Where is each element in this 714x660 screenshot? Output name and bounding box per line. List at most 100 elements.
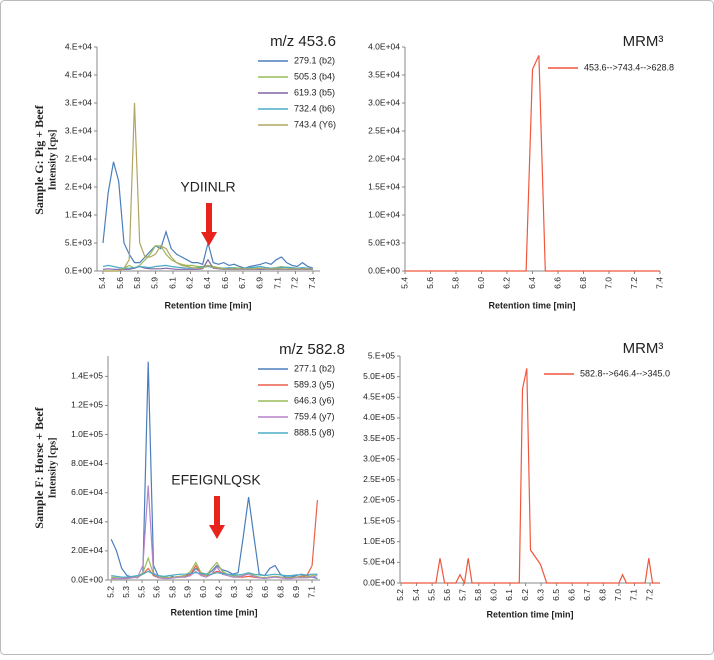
x-tick-label: 6.8 [598,589,608,601]
x-tick-label: 6.8 [275,586,285,598]
arrow-shaft [206,203,212,233]
x-tick-label: 6.3 [535,589,545,601]
chart-title: MRM³ [623,33,664,50]
x-tick-label: 7.1 [272,277,282,289]
arrow-head [209,525,225,539]
series-line [405,55,660,272]
x-tick-label: 5.5 [426,589,436,601]
series-line [401,368,660,585]
x-tick-label: 5.8 [132,277,142,289]
x-tick-label: 6.4 [527,277,537,289]
legend-label: 277.1 (b2) [294,363,335,373]
x-tick-label: 5.5 [136,586,146,598]
y-tick-label: 8.0E+04 [71,458,103,468]
x-axis-label: Retention time [min] [165,300,252,310]
y-tick-label: 5.E+03 [65,237,92,247]
x-tick-label: 6.0 [489,589,499,601]
y-tick-label: 4.5E+05 [363,392,395,402]
series-line [103,102,313,272]
x-tick-label: 6.4 [202,277,212,289]
x-tick-label: 6.6 [220,277,230,289]
x-tick-label: 5.8 [450,277,460,289]
x-tick-label: 6.9 [291,586,301,598]
y-tick-label: 0.E+00 [65,265,92,275]
series-line [111,570,318,578]
x-tick-label: 7.2 [629,277,639,289]
y-tick-label: 5.E+05 [368,350,395,360]
x-axis-label: Retention time [min] [171,607,258,617]
chart-title: MRM³ [623,340,664,357]
arrow-head [201,232,217,246]
y-tick-label: 1.5E+05 [363,515,395,525]
chart-title: m/z 453.6 [270,33,336,50]
y-tick-label: 2.0E+04 [368,153,400,163]
series-line [102,264,314,270]
x-tick-label: 6.2 [520,589,530,601]
x-tick-label: 6.7 [237,277,247,289]
legend-label: 279.1 (b2) [294,55,335,65]
x-tick-label: 5.8 [167,586,177,598]
y-tick-label: 4.0E+04 [71,516,103,526]
y-tick-label: 0.0E+00 [363,577,395,587]
x-tick-label: 5.9 [150,277,160,289]
y-tick-label: 3.0E+05 [363,453,395,463]
legend-label: 888.5 (y8) [294,427,335,437]
y-tick-label: 2.0E+05 [363,495,395,505]
y-tick-label: 1.2E+05 [71,400,103,410]
y-tick-label: 1.4E+05 [71,371,103,381]
y-axis-label: Sample F: Horse + Beef [32,406,46,528]
x-tick-label: 7.4 [307,277,317,289]
x-tick-label: 6.7 [582,589,592,601]
legend-label: 619.3 (b5) [294,87,335,97]
x-tick-label: 5.4 [411,589,421,601]
y-tick-label: 3.E+04 [65,97,92,107]
x-tick-label: 6.2 [501,277,511,289]
x-tick-label: 5.6 [442,589,452,601]
legend-label: 646.3 (y6) [294,395,335,405]
y-tick-label: 4.E+04 [65,69,92,79]
x-tick-label: 5.8 [473,589,483,601]
x-tick-label: 5.2 [105,586,115,598]
y-tick-label: 6.0E+04 [71,487,103,497]
x-tick-label: 5.3 [121,586,131,598]
x-tick-label: 6.6 [552,277,562,289]
y-tick-label: 3.5E+04 [368,69,400,79]
y-tick-label: 2.E+04 [65,181,92,191]
x-tick-label: 5.6 [425,277,435,289]
x-tick-label: 5.7 [458,589,468,601]
x-tick-label: 7.2 [290,277,300,289]
x-tick-label: 6.5 [244,586,254,598]
y-tick-label: 3.5E+05 [363,433,395,443]
x-axis-label: Retention time [min] [489,300,576,310]
y-tick-label: 4.0E+05 [363,412,395,422]
y-axis-sublabel: Intensity [cps] [47,130,58,191]
x-tick-label: 7.1 [306,586,316,598]
x-tick-label: 5.4 [399,277,409,289]
series-line [111,485,318,580]
x-tick-label: 6.5 [551,589,561,601]
x-tick-label: 6.3 [229,586,239,598]
y-tick-label: 5.0E+04 [363,557,395,567]
x-tick-label: 5.6 [115,277,125,289]
y-tick-label: 2.5E+05 [363,474,395,484]
x-tick-label: 6.6 [566,589,576,601]
y-tick-label: 2.0E+04 [71,545,103,555]
x-tick-label: 7.2 [644,589,654,601]
legend-label: 743.4 (Y6) [294,119,336,129]
y-tick-label: 3.0E+04 [368,97,400,107]
y-tick-label: 1.0E+05 [363,536,395,546]
x-tick-label: 6.1 [167,277,177,289]
y-axis-sublabel: Intensity [cps] [47,438,58,499]
y-tick-label: 1.5E+04 [368,181,400,191]
x-tick-label: 5.6 [152,586,162,598]
x-tick-label: 6.8 [578,277,588,289]
y-tick-label: 3.E+04 [65,125,92,135]
legend-label: 453.6-->743.4-->628.8 [584,62,674,72]
x-tick-label: 6.2 [185,277,195,289]
x-tick-label: 7.0 [603,277,613,289]
y-tick-label: 2.E+04 [65,153,92,163]
x-tick-label: 5.9 [183,586,193,598]
annotation: EFEIGNLQSK [171,472,261,488]
y-tick-label: 0.0E+00 [71,574,103,584]
